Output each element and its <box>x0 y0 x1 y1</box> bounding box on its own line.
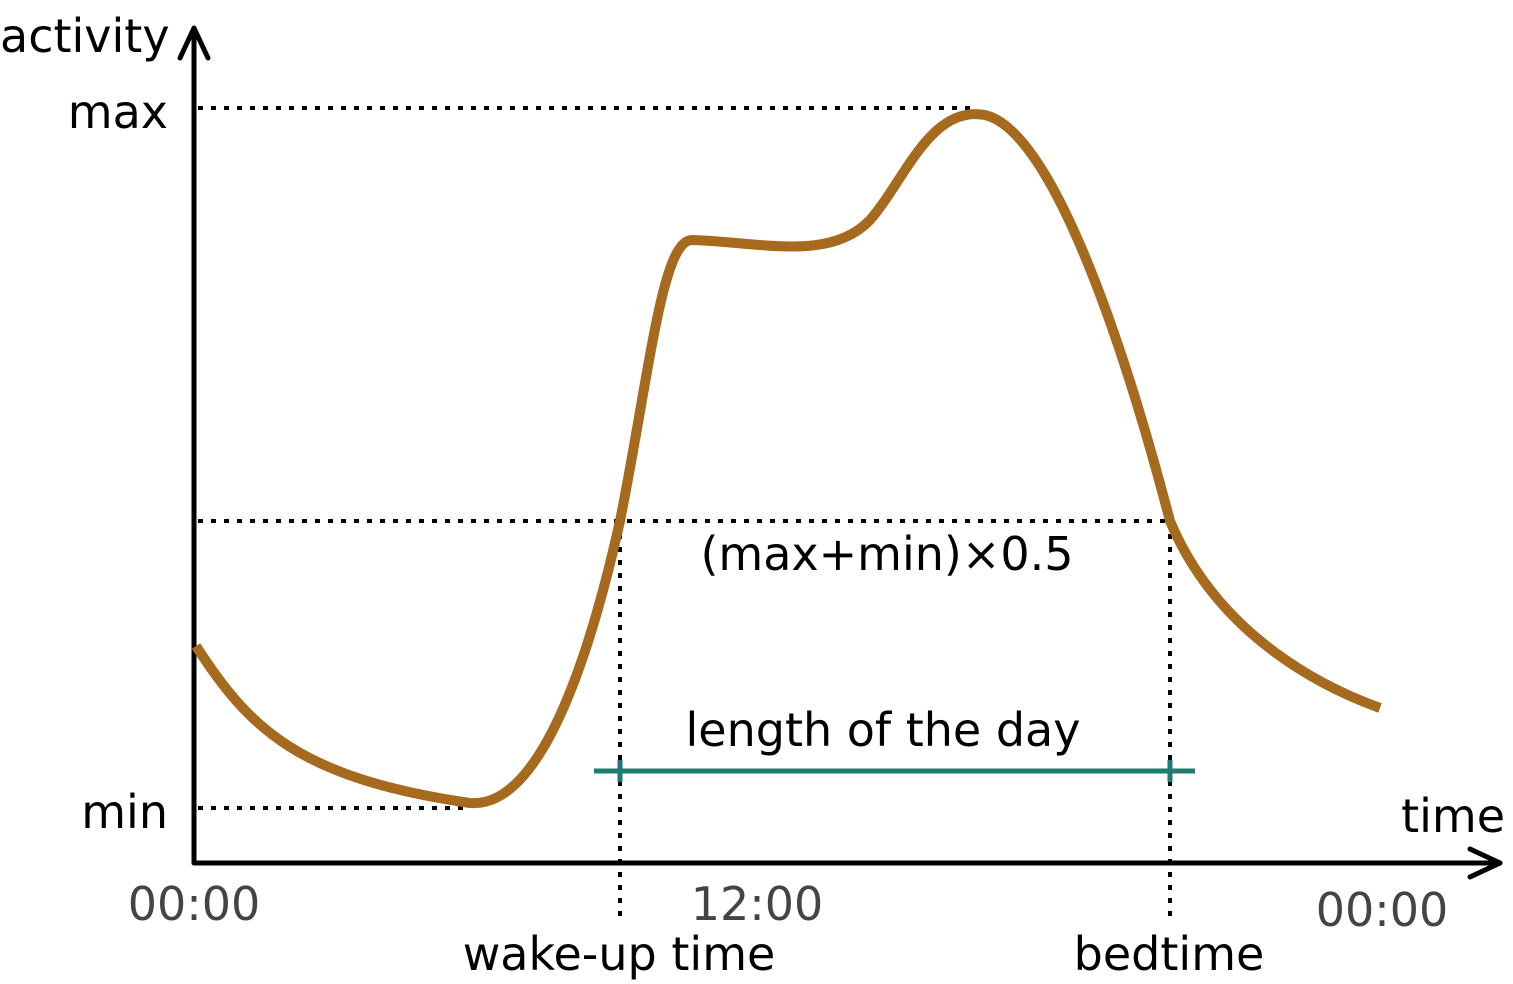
bedtime-label: bedtime <box>1074 927 1265 981</box>
guide-lines <box>198 106 1172 922</box>
y-axis-label: activity <box>0 9 170 63</box>
day-length-label: length of the day <box>686 703 1081 757</box>
activity-curve <box>191 109 1382 809</box>
x-tick-noon: 12:00 <box>691 877 824 931</box>
y-axis-arrowhead <box>177 25 211 61</box>
min-level-label: min <box>81 785 168 839</box>
midline-formula-label: (max+min)×0.5 <box>700 527 1073 581</box>
x-tick-start: 00:00 <box>128 877 261 931</box>
max-level-label: max <box>68 85 168 139</box>
x-tick-end: 00:00 <box>1316 883 1449 937</box>
axes <box>177 25 1503 880</box>
wake-up-time-label: wake-up time <box>463 927 776 981</box>
day-span <box>594 760 1195 782</box>
x-axis-arrowhead <box>1467 846 1503 880</box>
x-axis-label: time <box>1401 789 1505 843</box>
